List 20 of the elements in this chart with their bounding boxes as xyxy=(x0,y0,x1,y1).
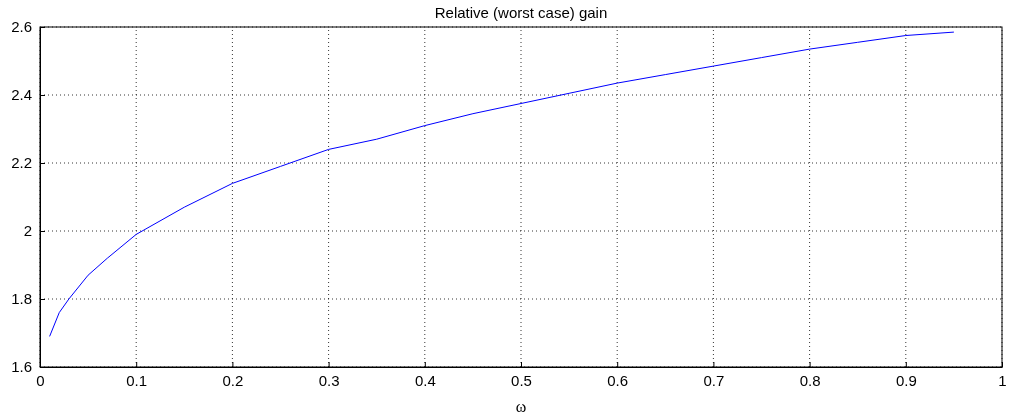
x-tick-label: 0.9 xyxy=(895,371,917,389)
y-tick-label: 2 xyxy=(23,222,32,240)
x-tick-label: 1 xyxy=(998,371,1007,389)
x-tick-label: 0.2 xyxy=(222,371,244,389)
x-tick-label: 0.6 xyxy=(607,371,629,389)
x-tick-label: 0.4 xyxy=(414,371,436,389)
y-tick-label: 1.6 xyxy=(11,358,32,376)
x-axis-title: ω xyxy=(515,398,527,415)
x-tick-label: 0 xyxy=(36,371,45,389)
chart-title: Relative (worst case) gain xyxy=(434,4,608,21)
x-tick-label: 0.8 xyxy=(799,371,821,389)
y-tick-label: 2.4 xyxy=(11,86,32,104)
line-series xyxy=(49,31,955,337)
y-tick-label: 2.2 xyxy=(11,154,32,172)
x-tick-label: 0.5 xyxy=(511,371,532,389)
x-tick-label: 0.1 xyxy=(126,371,148,389)
y-tick-label: 1.8 xyxy=(11,290,32,308)
x-tick-label: 0.3 xyxy=(318,371,340,389)
x-tick-label: 0.7 xyxy=(703,371,725,389)
y-tick-label: 2.6 xyxy=(11,18,32,36)
